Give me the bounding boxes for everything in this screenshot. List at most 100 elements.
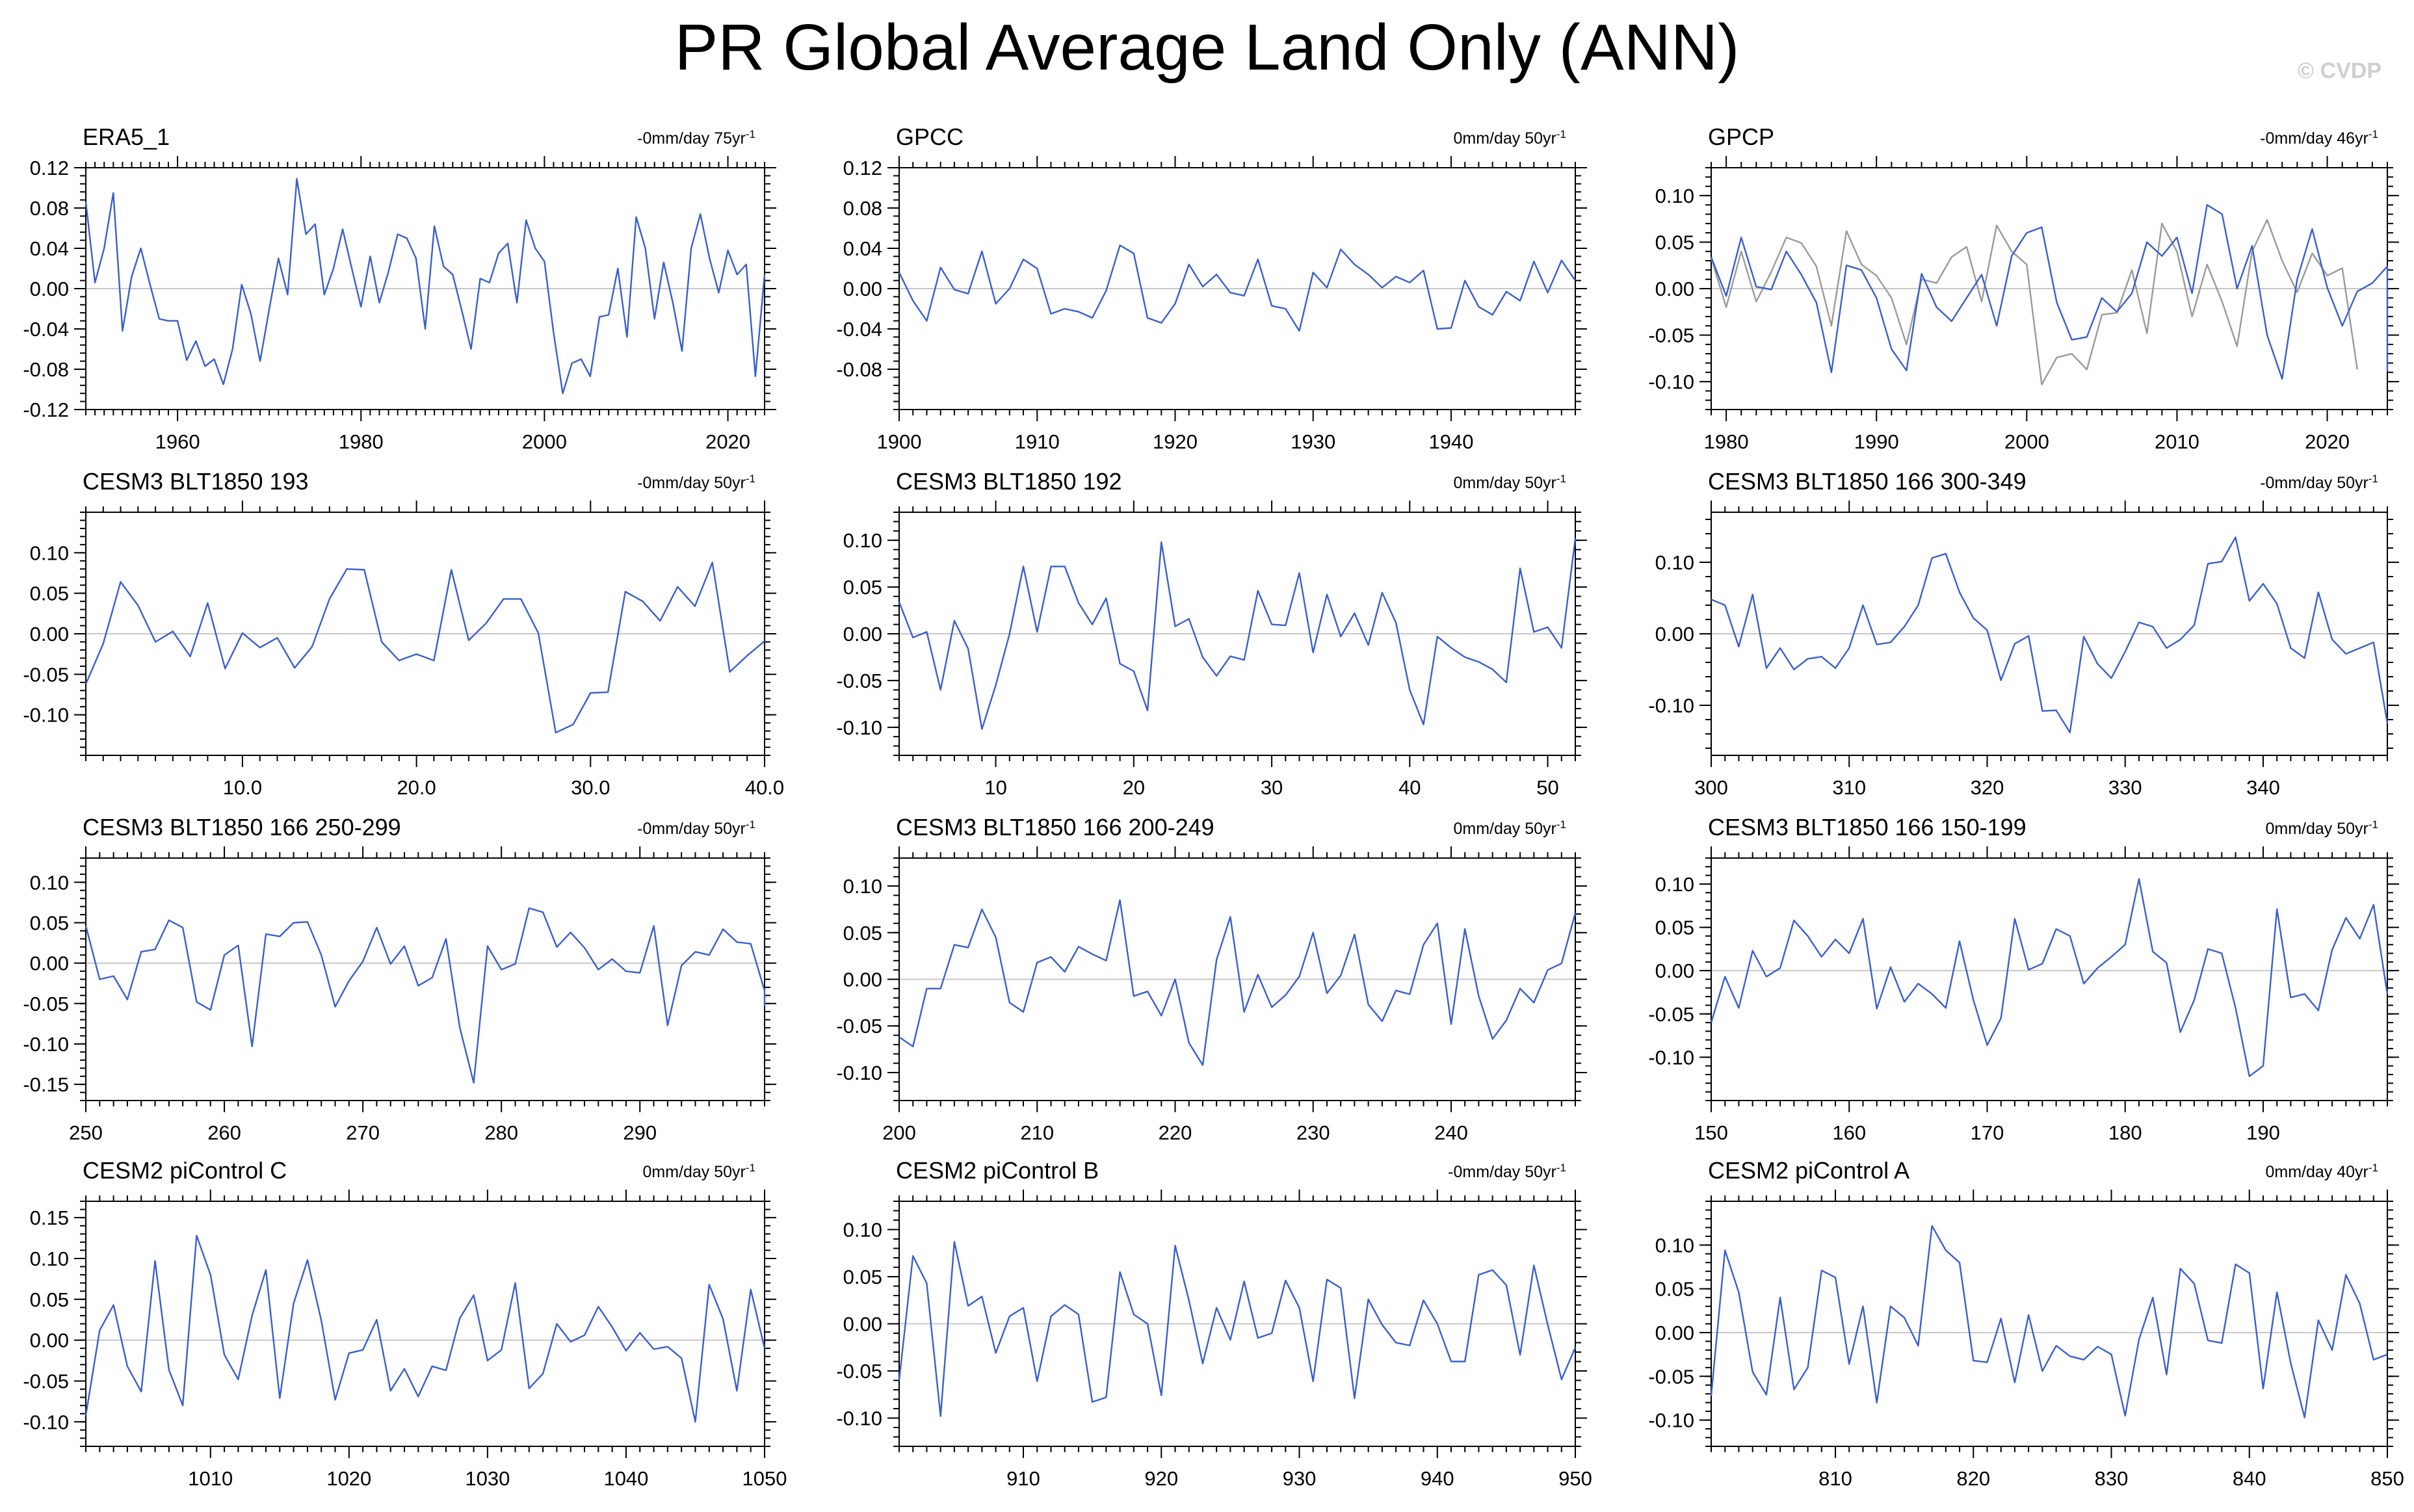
- x-tick-label: 250: [69, 1121, 103, 1144]
- panel-2: -0.08 -0.04 0.00 0.04 0.08 0.12 1900 1910 1920 19…: [836, 124, 1587, 453]
- y-tick-label: 0.00: [1655, 1322, 1694, 1344]
- x-tick-label: 10.0: [223, 776, 262, 799]
- y-tick-label: -0.05: [836, 1360, 882, 1383]
- trend-superscript: -1: [1556, 818, 1566, 831]
- y-tick-label: -0.05: [23, 993, 69, 1015]
- trend-label: 0mm/day 40yr-1: [2265, 1162, 2378, 1182]
- x-tick-label: 1040: [603, 1467, 648, 1490]
- y-tick-label: 0.00: [1655, 959, 1694, 982]
- x-tick-label: 330: [2108, 776, 2142, 799]
- panel-8: -0.10 -0.05 0.00 0.05 0.10 200 210 220 230 240 CES…: [836, 814, 1587, 1144]
- trend-superscript: -1: [1556, 1162, 1566, 1174]
- trend-label: 0mm/day 50yr-1: [1453, 128, 1566, 148]
- panel-5: -0.10 -0.05 0.00 0.05 0.10 10 20 30 40 50 CESM3 BL…: [836, 468, 1587, 799]
- x-tick-label: 2020: [705, 430, 750, 453]
- x-tick-label: 30.0: [571, 776, 610, 799]
- x-tick-label: 340: [2246, 776, 2280, 799]
- x-tick-label: 2000: [2004, 430, 2049, 453]
- y-tick-label: 0.00: [843, 969, 882, 991]
- x-tick-label: 290: [623, 1121, 657, 1144]
- y-tick-label: -0.04: [836, 318, 882, 341]
- panel-1: -0.12 -0.08 -0.04 0.00 0.04 0.08 0.12 1960 1980 2…: [23, 124, 776, 453]
- x-tick-label: 1920: [1153, 430, 1198, 453]
- x-tick-label: 20: [1123, 776, 1145, 799]
- trend-superscript: -1: [746, 1162, 755, 1174]
- series-line-era5-1: [85, 177, 766, 395]
- x-tick-label: 830: [2095, 1467, 2129, 1490]
- x-tick-label: 1900: [877, 430, 922, 453]
- x-tick-label: 180: [2108, 1121, 2142, 1144]
- y-tick-label: 0.05: [30, 582, 69, 605]
- x-tick-label: 210: [1020, 1121, 1054, 1144]
- panel-title: CESM2 piControl B: [896, 1157, 1099, 1184]
- panel-6: -0.10 0.00 0.10 300 310 320 330 340 CESM3 BLT185…: [1648, 468, 2399, 799]
- x-tick-label: 230: [1296, 1121, 1330, 1144]
- plot-frame: [1711, 857, 2388, 1101]
- panel-title: CESM3 BLT1850 166 200-249: [896, 814, 1214, 841]
- trend-superscript: -1: [1556, 128, 1566, 140]
- x-tick-label: 840: [2233, 1467, 2266, 1490]
- x-tick-label: 260: [207, 1121, 241, 1144]
- panel-11: -0.10 -0.05 0.00 0.05 0.10 910 920 930 940 950 CES…: [836, 1157, 1592, 1490]
- x-tick-label: 930: [1283, 1467, 1317, 1490]
- y-tick-label: -0.10: [1648, 694, 1694, 717]
- panel-12: -0.10 -0.05 0.00 0.05 0.10 810 820 830 840 850 CES…: [1648, 1157, 2404, 1490]
- x-tick-label: 320: [1971, 776, 2004, 799]
- y-tick-label: 0.05: [843, 1266, 882, 1288]
- y-tick-label: 0.04: [30, 237, 69, 260]
- x-tick-label: 1910: [1015, 430, 1060, 453]
- series-line-cesm2-picontrol-a: [1710, 1225, 2388, 1418]
- x-tick-label: 850: [2370, 1467, 2404, 1490]
- x-tick-label: 2020: [2305, 430, 2350, 453]
- x-tick-label: 940: [1421, 1467, 1454, 1490]
- y-tick-label: 0.04: [843, 237, 882, 260]
- y-tick-label: 0.00: [30, 623, 69, 645]
- cvdp-watermark: © CVDP: [2298, 59, 2381, 83]
- y-tick-label: 0.00: [843, 278, 882, 300]
- y-tick-label: -0.10: [1648, 1046, 1694, 1069]
- trend-superscript: -1: [746, 128, 755, 140]
- x-tick-label: 1020: [326, 1467, 371, 1490]
- y-tick-label: 0.10: [1655, 1234, 1694, 1257]
- x-tick-label: 150: [1694, 1121, 1728, 1144]
- y-tick-label: -0.10: [23, 1033, 69, 1056]
- x-tick-label: 170: [1971, 1121, 2004, 1144]
- trend-superscript: -1: [2368, 473, 2378, 485]
- x-tick-label: 240: [1434, 1121, 1468, 1144]
- x-tick-label: 280: [484, 1121, 518, 1144]
- panel-10: -0.10 -0.05 0.00 0.05 0.10 0.15 1010 1020 1030 10…: [23, 1157, 787, 1490]
- y-tick-label: 0.00: [1655, 623, 1694, 645]
- plot-frame: [85, 857, 765, 1101]
- panel-title: CESM2 piControl A: [1708, 1157, 1909, 1184]
- panel-title: GPCC: [896, 124, 964, 150]
- y-tick-label: 0.05: [1655, 231, 1694, 254]
- y-tick-label: -0.10: [836, 1062, 882, 1084]
- y-tick-label: 0.05: [30, 911, 69, 934]
- y-tick-label: 0.00: [843, 623, 882, 645]
- trend-superscript: -1: [2368, 818, 2378, 831]
- y-tick-label: 0.05: [1655, 917, 1694, 939]
- x-tick-label: 40: [1398, 776, 1421, 799]
- x-tick-label: 1960: [155, 430, 200, 453]
- x-tick-label: 300: [1694, 776, 1728, 799]
- x-tick-label: 160: [1832, 1121, 1866, 1144]
- panel-title: CESM3 BLT1850 166 250-299: [83, 814, 401, 841]
- series-line-gpcc: [898, 244, 1576, 332]
- y-tick-label: -0.05: [1648, 1003, 1694, 1026]
- trend-label: -0mm/day 75yr-1: [637, 128, 755, 148]
- x-tick-label: 910: [1006, 1467, 1040, 1490]
- x-tick-label: 950: [1558, 1467, 1592, 1490]
- panel-title: GPCP: [1708, 124, 1774, 150]
- y-tick-label: -0.05: [836, 670, 882, 692]
- x-tick-label: 40.0: [745, 776, 784, 799]
- trend-label: -0mm/day 50yr-1: [2260, 473, 2378, 493]
- y-tick-label: 0.10: [30, 1247, 69, 1270]
- trend-label: 0mm/day 50yr-1: [642, 1162, 755, 1182]
- panel-4: -0.10 -0.05 0.00 0.05 0.10 10.0 20.0 30.0 40.0 CE…: [23, 468, 784, 799]
- x-tick-label: 820: [1956, 1467, 1990, 1490]
- y-tick-label: -0.10: [836, 1407, 882, 1430]
- x-tick-label: 190: [2246, 1121, 2280, 1144]
- trend-label: -0mm/day 50yr-1: [637, 818, 755, 839]
- panel-title: CESM3 BLT1850 193: [83, 468, 309, 495]
